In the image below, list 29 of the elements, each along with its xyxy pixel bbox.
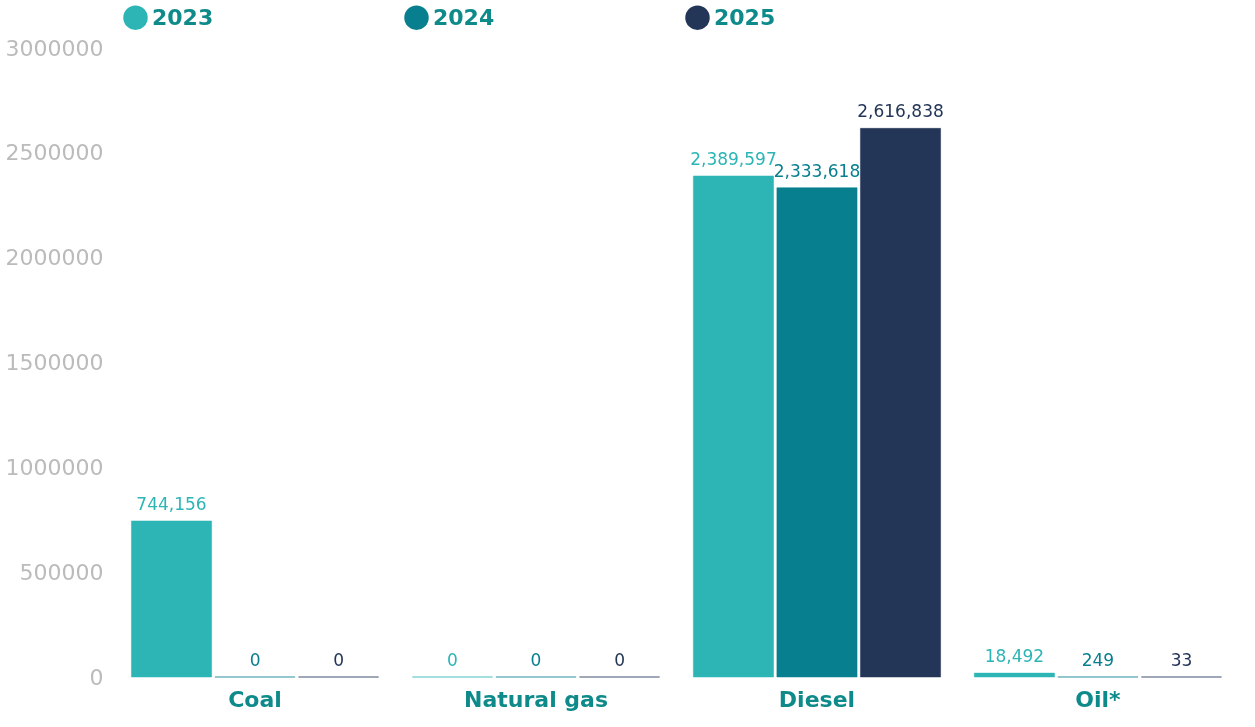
y-tick-label: 0 (89, 664, 104, 690)
data-label: 0 (249, 650, 261, 670)
y-tick-label: 3000000 (5, 35, 104, 61)
x-tick-label: Oil* (1075, 686, 1122, 712)
data-label: 0 (447, 650, 458, 670)
bar (974, 672, 1055, 678)
data-label: 0 (530, 650, 542, 670)
data-label: 18,492 (984, 646, 1045, 667)
legend-label: 2024 (433, 4, 495, 30)
x-tick-label: Coal (228, 686, 282, 712)
data-label: 2,616,838 (857, 101, 944, 122)
data-label: 0 (333, 650, 344, 670)
y-tick-label: 2000000 (5, 245, 104, 271)
legend-label: 2023 (152, 4, 214, 30)
x-tick-label: Diesel (778, 686, 856, 712)
bar (860, 128, 941, 678)
y-tick-label: 1500000 (5, 350, 104, 375)
bar (693, 175, 774, 678)
bar (131, 520, 212, 678)
data-label: 0 (614, 650, 625, 670)
data-label: 744,156 (136, 493, 207, 514)
data-label: 33 (1170, 649, 1193, 670)
y-tick-label: 2500000 (5, 140, 104, 166)
bar (776, 187, 858, 678)
legend-label: 2025 (714, 4, 776, 30)
x-tick-label: Natural gas (464, 686, 609, 712)
data-label: 249 (1081, 649, 1115, 670)
y-tick-label: 1000000 (5, 454, 104, 480)
y-tick-label: 500000 (19, 559, 104, 585)
